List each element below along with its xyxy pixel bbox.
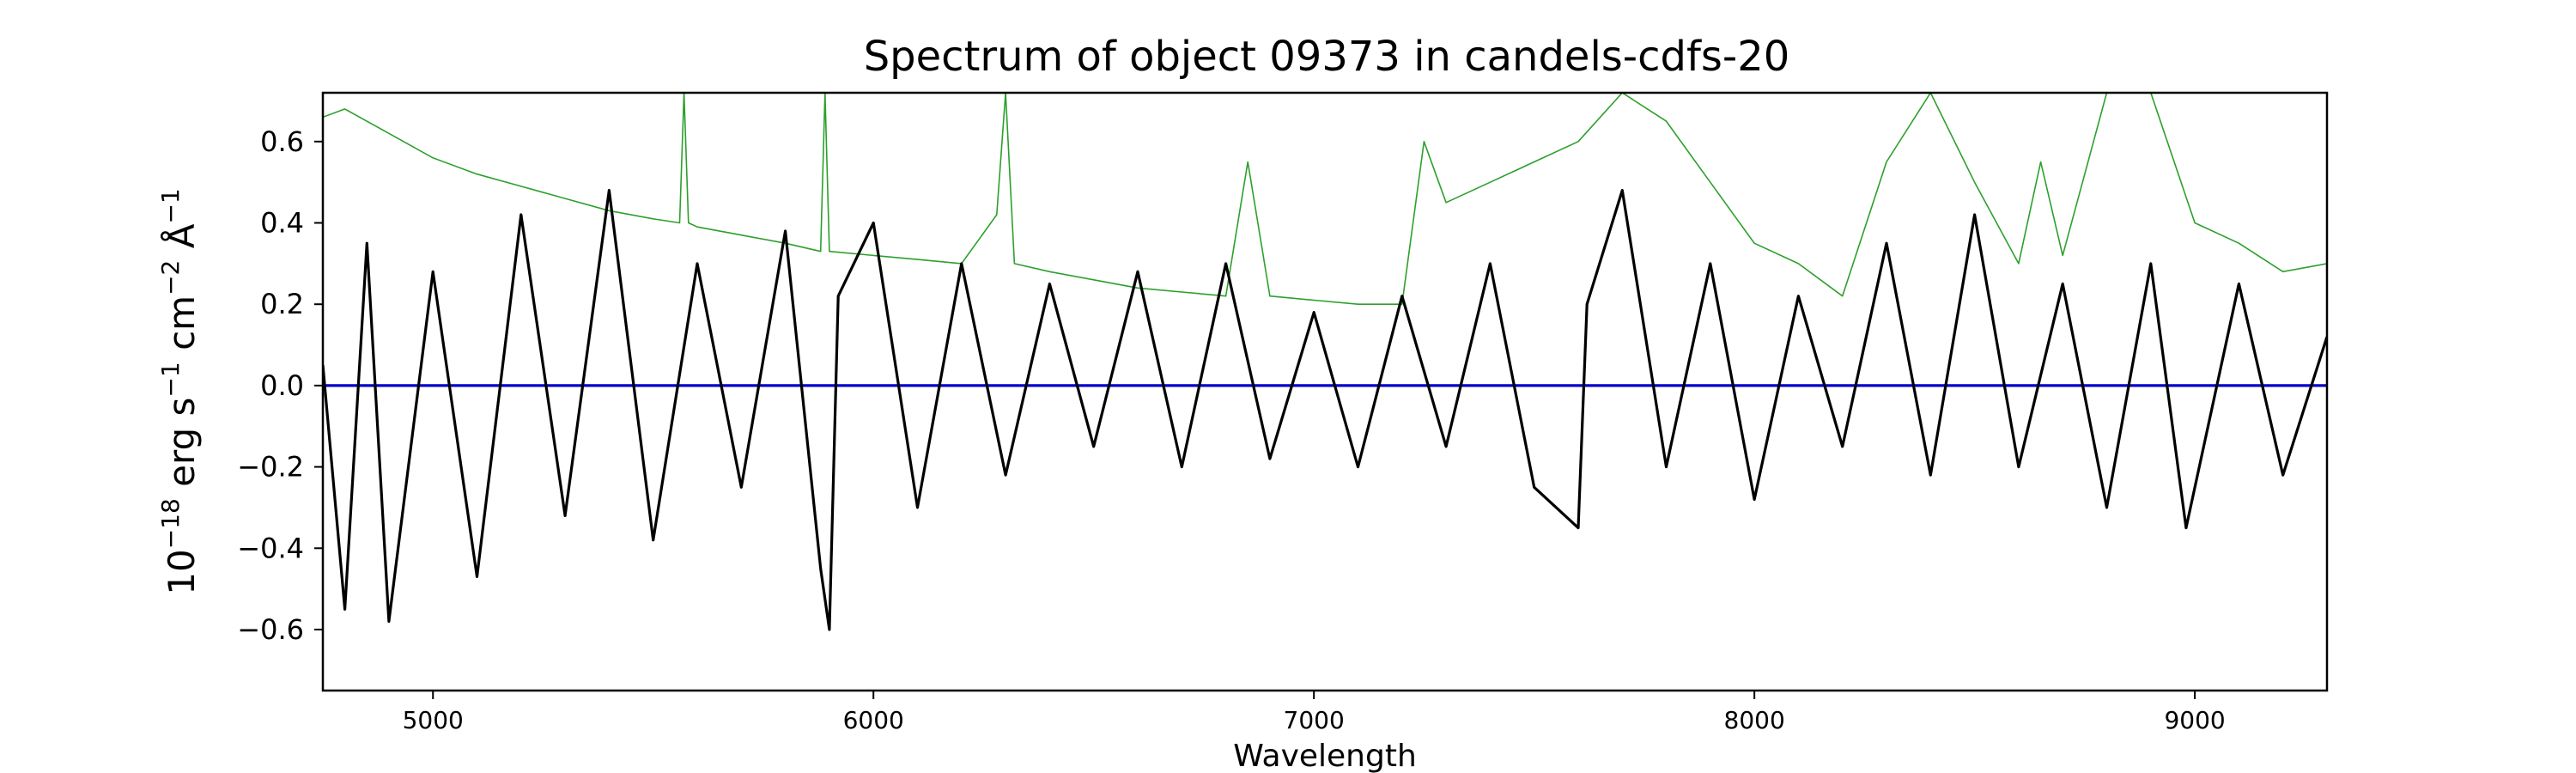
y-tick-label: −0.6 [237, 613, 304, 646]
y-axis-label-s-exp: −1 [156, 362, 185, 397]
x-axis-label: Wavelength [1233, 739, 1417, 773]
y-tick-label: 0.0 [260, 369, 304, 402]
y-axis-label-cm-exp: −2 [156, 260, 185, 295]
y-axis-label-erg-s: erg s [161, 398, 203, 499]
y-axis-label-cm: cm [161, 295, 203, 362]
chart-title: Spectrum of object 09373 in candels-cdfs… [864, 33, 1790, 81]
error-series-line [323, 93, 2327, 306]
flux-series-line [323, 189, 2327, 631]
y-axis-label-angstrom-exp: −1 [156, 188, 185, 223]
ticks-group: 5000 6000 7000 8000 9000 −0.6 −0.4 −0.2 0.0 0.2 0.… [237, 125, 2225, 734]
y-axis-label-base: 10 [161, 549, 203, 594]
x-tick-label: 5000 [403, 706, 464, 734]
axes-frame [321, 91, 2329, 692]
y-axis-label: 10−18 erg s−1 cm−2 Å−1 [156, 188, 203, 594]
plot-area [323, 93, 2327, 631]
y-tick-label: 0.4 [260, 207, 304, 240]
y-tick-label: −0.2 [237, 451, 304, 484]
x-tick-label: 6000 [843, 706, 904, 734]
x-tick-label: 7000 [1284, 706, 1345, 734]
y-axis-label-base-exp: −18 [156, 498, 185, 549]
x-tick-label: 8000 [1724, 706, 1785, 734]
y-axis-label-angstrom: Å [160, 223, 203, 259]
y-tick-label: 0.2 [260, 288, 304, 320]
y-tick-label: −0.4 [237, 532, 304, 564]
y-tick-label: 0.6 [260, 125, 304, 158]
x-tick-label: 9000 [2164, 706, 2225, 734]
series-group [323, 93, 2327, 631]
